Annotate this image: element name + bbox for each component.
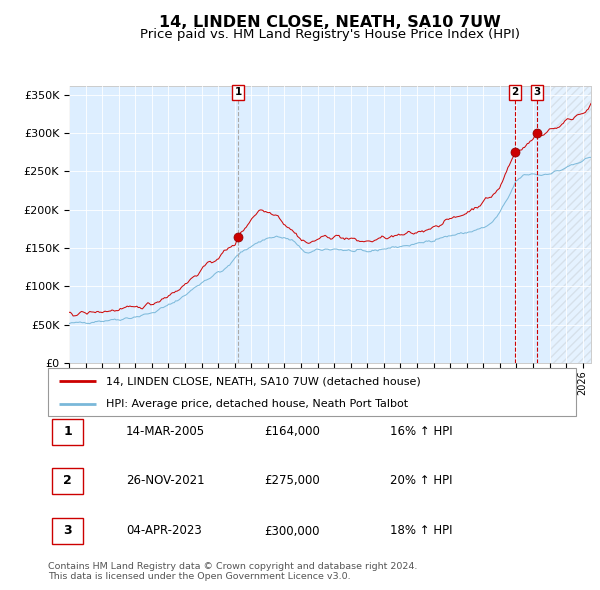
Text: £164,000: £164,000 [264, 425, 320, 438]
Text: 14-MAR-2005: 14-MAR-2005 [126, 425, 205, 438]
FancyBboxPatch shape [52, 518, 83, 544]
Text: 16% ↑ HPI: 16% ↑ HPI [390, 425, 452, 438]
Text: 3: 3 [63, 525, 72, 537]
Text: 04-APR-2023: 04-APR-2023 [126, 525, 202, 537]
Text: 2: 2 [63, 474, 72, 487]
FancyBboxPatch shape [52, 419, 83, 445]
Text: £275,000: £275,000 [264, 474, 320, 487]
Text: 14, LINDEN CLOSE, NEATH, SA10 7UW: 14, LINDEN CLOSE, NEATH, SA10 7UW [159, 15, 501, 30]
Text: 2: 2 [511, 87, 519, 97]
Text: 3: 3 [533, 87, 541, 97]
Text: £300,000: £300,000 [264, 525, 320, 537]
Text: 14, LINDEN CLOSE, NEATH, SA10 7UW (detached house): 14, LINDEN CLOSE, NEATH, SA10 7UW (detac… [106, 376, 421, 386]
Text: 20% ↑ HPI: 20% ↑ HPI [390, 474, 452, 487]
FancyBboxPatch shape [48, 368, 576, 416]
Text: 1: 1 [235, 87, 242, 97]
Text: 1: 1 [63, 425, 72, 438]
Text: Price paid vs. HM Land Registry's House Price Index (HPI): Price paid vs. HM Land Registry's House … [140, 28, 520, 41]
FancyBboxPatch shape [52, 468, 83, 494]
Text: Contains HM Land Registry data © Crown copyright and database right 2024.
This d: Contains HM Land Registry data © Crown c… [48, 562, 418, 581]
Text: HPI: Average price, detached house, Neath Port Talbot: HPI: Average price, detached house, Neat… [106, 399, 408, 409]
Text: 26-NOV-2021: 26-NOV-2021 [126, 474, 205, 487]
Text: 18% ↑ HPI: 18% ↑ HPI [390, 525, 452, 537]
Bar [550, 86, 591, 363]
